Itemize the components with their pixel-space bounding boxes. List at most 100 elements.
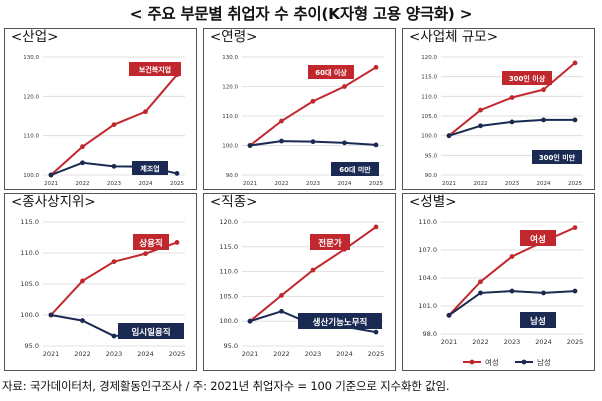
- series-label-box: [308, 65, 354, 79]
- data-point: [80, 318, 85, 323]
- panel-title-industry: <산업>: [9, 29, 61, 46]
- chart-age: 90.0 100.0 110.0 120.0 130.0 2021 2022 2023 2024…: [222, 55, 384, 187]
- x-tick-label: 2023: [106, 350, 123, 358]
- data-point: [446, 133, 452, 139]
- y-tick-label: 98.0: [423, 330, 437, 338]
- data-point: [279, 118, 284, 124]
- data-point: [572, 225, 578, 230]
- chart-panel-status: 95.0 100.0 105.0 110.0 115.0 2021 2022 2023 2024…: [4, 193, 197, 371]
- panel-title-status: <종사상지위>: [9, 194, 98, 211]
- y-tick-label: 95.0: [25, 342, 39, 350]
- y-tick-label: 110.0: [222, 114, 238, 120]
- series-label-box: [118, 323, 184, 339]
- series-label: 남성: [530, 316, 546, 327]
- series-line-upper: [249, 66, 377, 147]
- legend-label: 남성: [537, 358, 551, 367]
- chart-panel-industry: 100.0 110.0 120.0 130.0 2021 2022 2023 2024 2025…: [4, 28, 197, 190]
- y-tick-label: 115.0: [219, 243, 238, 251]
- x-tick-label: 2025: [567, 338, 584, 346]
- data-point: [373, 224, 379, 230]
- series-label: 전문가: [318, 238, 342, 249]
- chart-panel-age: 90.0 100.0 110.0 120.0 130.0 2021 2022 2023 2024…: [203, 28, 396, 190]
- y-tick-label: 115.0: [421, 75, 437, 81]
- data-point: [80, 160, 85, 166]
- panel-title-gender: <성별>: [407, 194, 459, 211]
- x-tick-label: 2024: [535, 338, 552, 346]
- data-point: [509, 95, 515, 100]
- data-point: [541, 87, 546, 93]
- data-point: [310, 267, 316, 273]
- x-tick-label: 2021: [441, 338, 458, 346]
- series-label-box: [532, 150, 582, 164]
- data-point: [279, 293, 284, 298]
- series-label: 임시일용직: [131, 327, 170, 338]
- series-label: 보건복지업: [139, 65, 171, 74]
- x-tick-label: 2025: [170, 181, 184, 187]
- x-tick-label: 2024: [336, 350, 353, 358]
- data-point: [373, 64, 379, 70]
- data-point: [310, 98, 316, 104]
- data-point: [279, 308, 284, 314]
- x-tick-label: 2021: [243, 181, 257, 187]
- data-point: [143, 109, 148, 115]
- data-point: [174, 240, 180, 245]
- x-tick-label: 2025: [568, 181, 582, 187]
- data-point: [143, 251, 148, 257]
- data-point: [541, 117, 546, 123]
- x-tick-label: 2022: [76, 181, 90, 187]
- page-title: < 주요 부문별 취업자 수 추이(K자형 고용 양극화) >: [129, 5, 473, 23]
- chart-panel-size: 90.0 95.0 100.0 105.0 110.0 115.0 120.0 2021 202…: [402, 28, 595, 190]
- y-tick-label: 110.0: [219, 268, 238, 276]
- y-tick-label: 100.0: [20, 311, 39, 319]
- data-point: [373, 329, 379, 335]
- data-point: [342, 140, 347, 146]
- data-point: [111, 259, 117, 265]
- panel-title-size: <사업체 규모>: [407, 29, 501, 46]
- y-tick-label: 110.0: [23, 134, 39, 140]
- y-tick-label: 110.0: [20, 249, 39, 257]
- x-tick-label: 2023: [504, 338, 521, 346]
- y-tick-label: 120.0: [421, 55, 437, 61]
- y-tick-label: 100.0: [219, 317, 238, 325]
- y-tick-label: 101.0: [418, 302, 437, 310]
- data-point: [80, 278, 85, 284]
- panel-title-occupation: <직종>: [208, 194, 260, 211]
- x-tick-label: 2021: [242, 350, 259, 358]
- data-point: [247, 143, 253, 148]
- chart-occupation: 95.0 100.0 105.0 110.0 115.0 120.0 2021 2022 202…: [219, 218, 384, 358]
- data-point: [446, 312, 452, 318]
- footnote: 자료: 국가데이터처, 경제활동인구조사 / 주: 2021년 취업자수 = 1…: [2, 379, 450, 393]
- y-tick-label: 110.0: [421, 94, 437, 100]
- x-tick-label: 2022: [474, 181, 488, 187]
- series-label-box: [502, 71, 552, 85]
- chart-status: 95.0 100.0 105.0 110.0 115.0 2021 2022 2023 2024…: [20, 218, 185, 358]
- x-tick-label: 2023: [505, 181, 519, 187]
- data-point: [509, 254, 515, 259]
- y-tick-label: 120.0: [219, 218, 238, 226]
- data-point: [174, 171, 180, 176]
- x-tick-label: 2021: [43, 350, 60, 358]
- panel-title-age: <연령>: [208, 29, 260, 46]
- y-tick-label: 95.0: [224, 342, 238, 350]
- x-tick-label: 2022: [275, 181, 289, 187]
- data-point: [541, 290, 546, 296]
- chart-panel-gender: 98.0 101.0 104.0 107.0 110.0 2021 2022 2023 2024…: [402, 193, 595, 371]
- data-point: [80, 144, 85, 150]
- data-point: [342, 84, 347, 89]
- data-point: [279, 138, 284, 144]
- x-tick-label: 2024: [537, 181, 551, 187]
- x-tick-label: 2023: [305, 350, 322, 358]
- data-point: [572, 60, 578, 66]
- y-tick-label: 100.0: [222, 144, 238, 150]
- series-label: 상용직: [139, 238, 162, 249]
- series-label: 여성: [530, 234, 546, 245]
- series-label-box: [133, 234, 169, 250]
- y-tick-label: 115.0: [20, 218, 39, 226]
- y-tick-label: 110.0: [418, 218, 437, 226]
- y-tick-label: 90.0: [226, 173, 239, 179]
- y-tick-label: 100.0: [23, 173, 39, 179]
- series-label: 생산기능노무직: [313, 317, 368, 328]
- series-label: 60대 미만: [339, 165, 371, 174]
- x-tick-label: 2024: [137, 350, 154, 358]
- data-point: [48, 312, 54, 318]
